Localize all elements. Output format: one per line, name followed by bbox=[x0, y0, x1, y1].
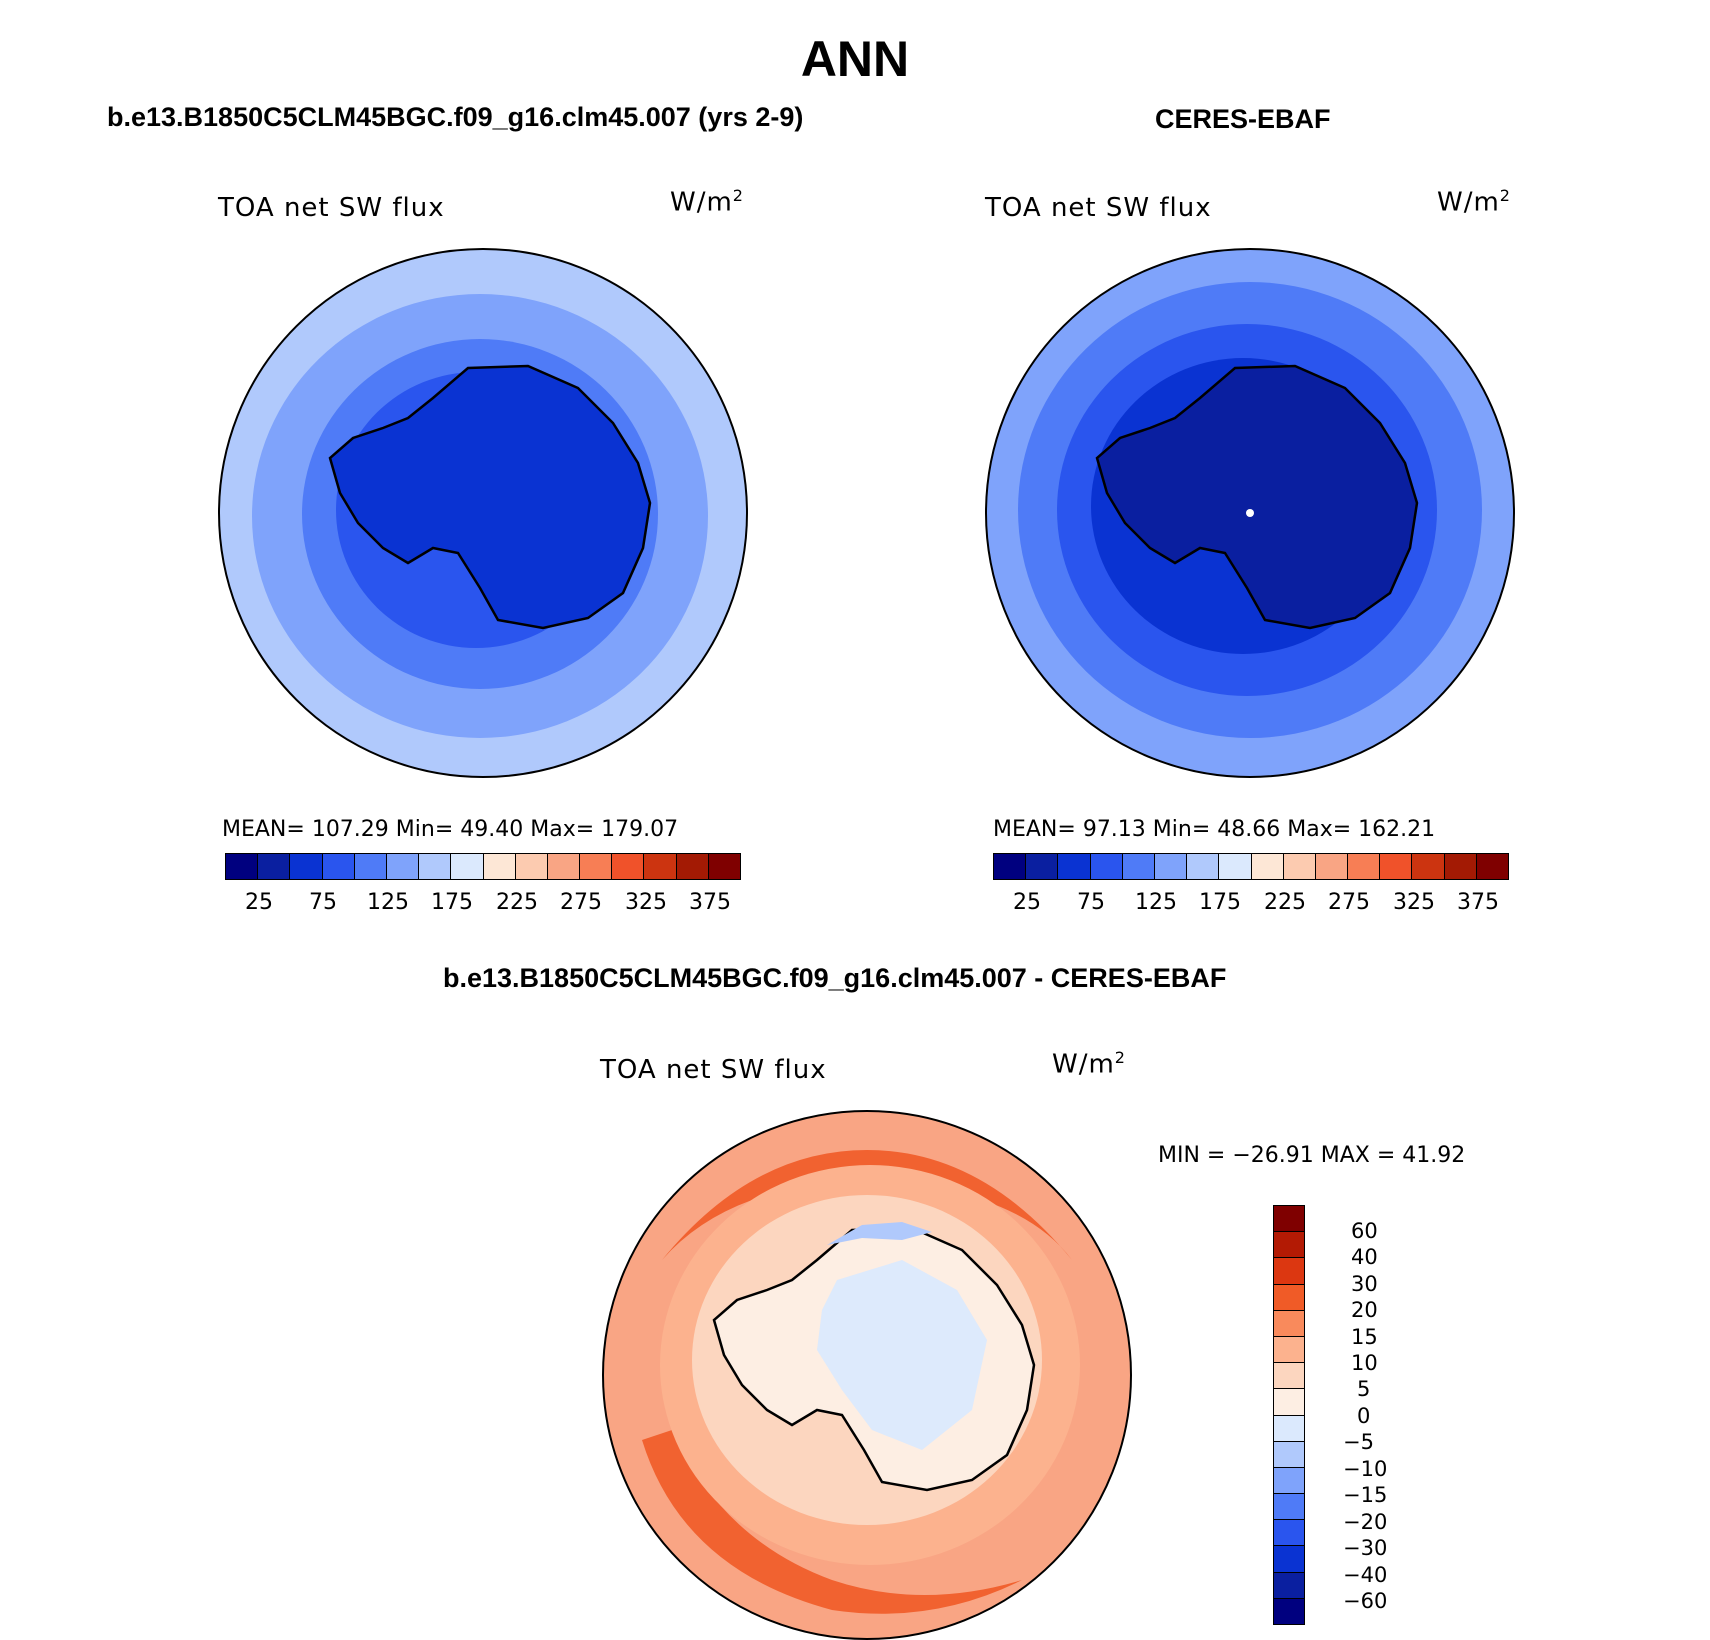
diff-variable-label: TOA net SW flux bbox=[600, 1055, 827, 1085]
diff-tick: −20 bbox=[1343, 1510, 1388, 1534]
panel2-tick: 325 bbox=[1393, 890, 1435, 915]
panel2-tick: 175 bbox=[1199, 890, 1241, 915]
panel1-antarctica bbox=[328, 364, 652, 630]
panel2-tick: 75 bbox=[1077, 890, 1105, 915]
panel1-tick: 225 bbox=[496, 890, 538, 915]
diff-negative-interior bbox=[817, 1260, 987, 1450]
main-title: ANN bbox=[800, 31, 910, 87]
diff-band-southwest bbox=[642, 1430, 1022, 1614]
diff-tick: 40 bbox=[1351, 1245, 1378, 1269]
diff-tick: −40 bbox=[1343, 1563, 1388, 1587]
panel2-stats: MEAN= 97.13 Min= 48.66 Max= 162.21 bbox=[993, 817, 1436, 842]
panel1-tick: 275 bbox=[560, 890, 602, 915]
panel2-tick: 275 bbox=[1328, 890, 1370, 915]
panel2-colorbar bbox=[993, 853, 1509, 880]
diff-tick: −10 bbox=[1343, 1457, 1388, 1481]
panel1-stats: MEAN= 107.29 Min= 49.40 Max= 179.07 bbox=[222, 817, 679, 842]
panel2-variable-label: TOA net SW flux bbox=[985, 193, 1212, 223]
diff-tick: 20 bbox=[1351, 1298, 1378, 1322]
panel1-variable-label: TOA net SW flux bbox=[218, 193, 445, 223]
diff-tick: −15 bbox=[1343, 1483, 1388, 1507]
diff-colorbar bbox=[1273, 1205, 1305, 1625]
panel1-units-label: W/m2 bbox=[670, 186, 744, 218]
panel2-pole-dot bbox=[1246, 509, 1254, 517]
diff-tick: 15 bbox=[1351, 1325, 1378, 1349]
diff-tick: 30 bbox=[1351, 1272, 1378, 1296]
diff-negative-coast bbox=[827, 1222, 932, 1245]
diff-tick: −30 bbox=[1343, 1536, 1388, 1560]
panel1-colorbar bbox=[225, 853, 741, 880]
panel2-title: CERES-EBAF bbox=[1155, 104, 1331, 134]
panel1-tick: 375 bbox=[689, 890, 731, 915]
diff-map bbox=[602, 1110, 1132, 1640]
panel2-antarctica bbox=[1095, 364, 1419, 630]
panel2-tick: 125 bbox=[1135, 890, 1177, 915]
panel1-title: b.e13.B1850C5CLM45BGC.f09_g16.clm45.007 … bbox=[107, 102, 804, 132]
panel1-tick: 25 bbox=[245, 890, 273, 915]
diff-panel-title: b.e13.B1850C5CLM45BGC.f09_g16.clm45.007 … bbox=[443, 963, 1227, 993]
diff-tick: 60 bbox=[1351, 1219, 1378, 1243]
diff-units-label: W/m2 bbox=[1052, 1048, 1126, 1080]
panel1-map bbox=[218, 248, 748, 778]
diff-band-north bbox=[662, 1150, 1072, 1260]
panel2-units-label: W/m2 bbox=[1437, 186, 1511, 218]
panel2-map bbox=[985, 248, 1515, 778]
panel2-tick: 375 bbox=[1457, 890, 1499, 915]
panel1-tick: 125 bbox=[367, 890, 409, 915]
panel2-tick: 225 bbox=[1264, 890, 1306, 915]
diff-tick: 5 bbox=[1357, 1377, 1371, 1401]
panel1-tick: 175 bbox=[431, 890, 473, 915]
panel1-tick: 75 bbox=[309, 890, 337, 915]
diff-tick: −60 bbox=[1343, 1589, 1388, 1613]
diff-tick: 10 bbox=[1351, 1351, 1378, 1375]
diff-stats: MIN = −26.91 MAX = 41.92 bbox=[1158, 1143, 1466, 1168]
panel1-tick: 325 bbox=[625, 890, 667, 915]
panel2-tick: 25 bbox=[1013, 890, 1041, 915]
diff-tick: 0 bbox=[1357, 1404, 1371, 1428]
diff-tick: −5 bbox=[1343, 1430, 1374, 1454]
